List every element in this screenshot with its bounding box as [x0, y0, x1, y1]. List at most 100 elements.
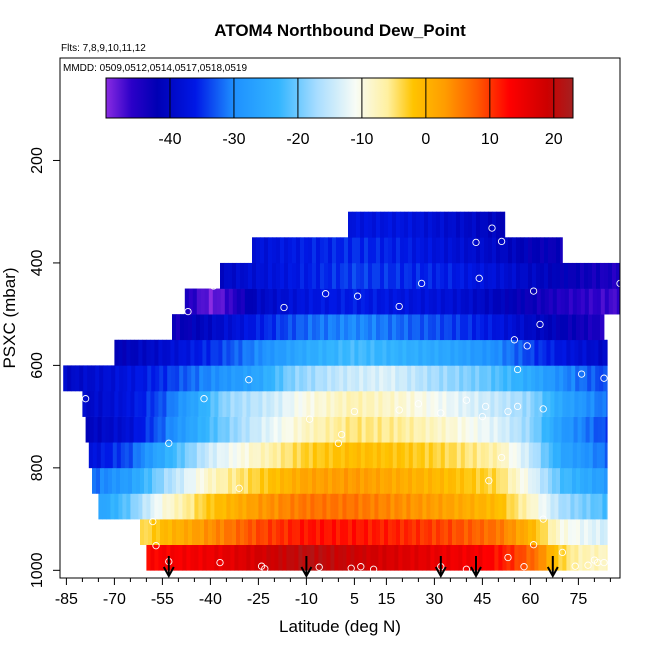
band-cell: [220, 314, 225, 341]
band-cell: [432, 314, 437, 341]
band-cell: [290, 493, 295, 520]
band-cell: [424, 519, 429, 545]
sample-marker: [497, 237, 506, 246]
band-cell: [430, 339, 435, 366]
band-cell: [114, 391, 119, 417]
band-cell: [384, 262, 389, 289]
band-cell: [382, 339, 387, 366]
band-cell: [548, 442, 554, 469]
band-cell: [482, 339, 487, 366]
band-cell: [536, 262, 541, 289]
band-cell: [408, 314, 413, 341]
band-cell: [271, 365, 276, 392]
band-cell: [289, 416, 294, 443]
band-cell: [316, 467, 321, 494]
band-cell: [273, 416, 278, 443]
band-cell: [244, 314, 249, 341]
band-cell: [144, 519, 149, 545]
band-cell: [360, 519, 365, 545]
band-cell: [282, 339, 287, 366]
band-cell: [416, 519, 421, 545]
band-cell: [230, 544, 235, 571]
band-cell: [574, 493, 579, 520]
band-cell: [424, 442, 430, 469]
band-cell: [530, 544, 535, 571]
band-cell: [486, 544, 491, 571]
band-cell: [436, 262, 441, 289]
band-cell: [362, 544, 367, 571]
band-cell: [493, 416, 498, 443]
band-cell: [239, 365, 244, 392]
band-cell: [501, 416, 506, 443]
band-cell: [556, 288, 562, 315]
sample-marker: [315, 563, 323, 571]
band-cell: [509, 416, 514, 443]
band-cell: [600, 467, 605, 494]
band-cell: [103, 365, 108, 392]
band-cell: [390, 339, 395, 366]
sample-marker: [497, 453, 506, 462]
band-cell: [106, 493, 111, 520]
band-cell: [304, 442, 310, 469]
band-cell: [494, 493, 499, 520]
band-cell: [544, 262, 549, 289]
band-cell: [542, 544, 547, 571]
band-cell: [588, 519, 593, 545]
band-cell: [251, 365, 256, 392]
band-cell: [187, 365, 192, 392]
band-cell: [544, 314, 549, 341]
band-cell: [376, 519, 381, 545]
band-cell: [226, 493, 231, 520]
band-cell: [508, 519, 513, 545]
band-cell: [228, 519, 233, 545]
band-cell: [412, 519, 417, 545]
band-cell: [268, 442, 274, 469]
band-cell: [494, 339, 499, 366]
band-cell: [204, 519, 209, 545]
band-cell: [336, 519, 341, 545]
band-cell: [165, 416, 170, 443]
band-cell: [588, 314, 593, 341]
band-cell: [200, 442, 206, 469]
band-cell: [512, 262, 517, 289]
band-cell: [260, 262, 265, 289]
band-cell: [100, 442, 106, 469]
band-cell: [310, 339, 315, 366]
band-cell: [553, 416, 558, 443]
band-cell: [184, 314, 189, 341]
band-cell: [118, 493, 123, 520]
band-cell: [252, 467, 257, 494]
band-cell: [272, 262, 277, 289]
band-cell: [349, 416, 354, 443]
band-cell: [264, 262, 269, 289]
band-cell: [107, 365, 112, 392]
y-axis-label: PSXC (mbar): [0, 267, 19, 368]
y-tick-label: 200: [29, 147, 46, 174]
band-cell: [153, 416, 158, 443]
band-cell: [442, 544, 447, 571]
band-cell: [232, 467, 237, 494]
band-cell: [517, 416, 522, 443]
band-cell: [118, 391, 123, 417]
band-cell: [428, 237, 433, 264]
x-axis: -85 -70 -55 -40 -25 -10 5 15 30 45 60 75: [55, 578, 611, 608]
band-cell: [456, 519, 461, 545]
band-cell: [590, 493, 595, 520]
band-cell: [299, 365, 304, 392]
band-cell: [364, 519, 369, 545]
band-cell: [262, 544, 267, 571]
band-cell: [562, 493, 567, 520]
band-cell: [240, 442, 246, 469]
band-cell: [396, 467, 401, 494]
colorbar-tick-label: -20: [286, 131, 309, 148]
band-cell: [341, 416, 346, 443]
band-cell: [518, 544, 523, 571]
band-cell: [91, 365, 96, 392]
band-cell: [484, 442, 490, 469]
band-cell: [464, 211, 469, 238]
band-cell: [468, 262, 473, 289]
band-cell: [202, 339, 207, 366]
band-cell: [454, 544, 459, 571]
band-cell: [428, 314, 433, 341]
